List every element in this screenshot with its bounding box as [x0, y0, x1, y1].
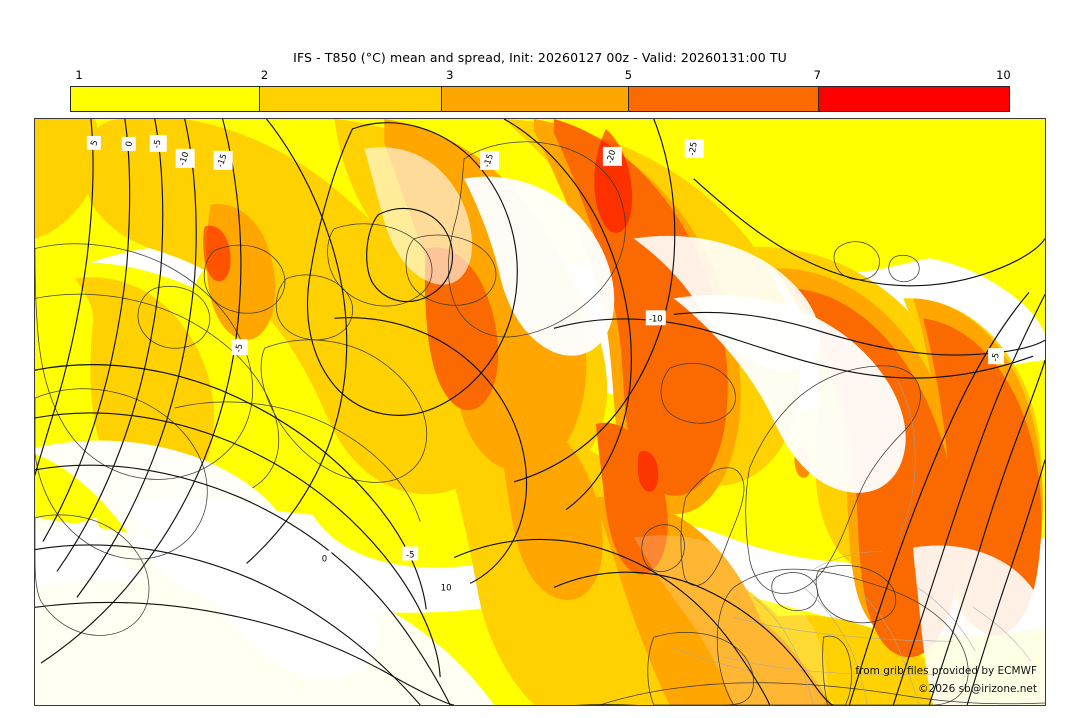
contour-m5-se-a: [892, 294, 1045, 705]
colorbar-tick-7: 7: [813, 68, 821, 82]
colorbar: 1 2 3 5 7 10: [70, 68, 1011, 112]
contour-m15-closed: [306, 122, 518, 416]
svg-text:-20: -20: [604, 149, 617, 165]
attribution-copyright: ©2026 sb@irizone.net: [918, 683, 1037, 695]
contour-label: -15: [213, 150, 233, 170]
contour-10-ridge: [35, 464, 451, 705]
contour-5-trough: [553, 571, 834, 705]
contour-m5-ridge: [334, 317, 528, 584]
colorbar-tick-3: 3: [446, 68, 454, 82]
contour-label: 0: [121, 136, 136, 151]
contour-m10: [76, 119, 197, 598]
contour-label-layer: 5 0 -5 -10 -: [86, 134, 1005, 594]
contour-m5-se-c: [966, 459, 1045, 705]
contour-m5: [56, 119, 164, 572]
colorbar-band-1-2: [71, 87, 261, 111]
contour-label: 10: [437, 579, 456, 594]
attribution-source: from grib files provided by ECMWF: [855, 665, 1037, 677]
map-canvas[interactable]: 5 0 -5 -10 -: [34, 118, 1046, 706]
contour-label: -10: [175, 148, 195, 168]
colorbar-band-2-3: [260, 87, 443, 111]
svg-text:0: 0: [322, 553, 327, 563]
contour-0: [42, 119, 131, 542]
svg-text:-5: -5: [406, 550, 414, 560]
contour-label: -5: [231, 339, 248, 356]
svg-text:-15: -15: [215, 152, 229, 168]
contour-m20-closed: [366, 207, 453, 302]
contour-m5-se-b: [928, 360, 1045, 705]
svg-text:10: 10: [441, 582, 452, 592]
contour-m10-zonal: [673, 311, 1045, 356]
colorbar-tick-5: 5: [624, 68, 633, 82]
coastline-layer: [35, 141, 1045, 705]
colorbar-band-3-5: [442, 87, 630, 111]
contour-label: -5: [402, 546, 419, 561]
contour-0-se: [848, 292, 1030, 705]
contour-label: -5: [988, 348, 1005, 365]
spread-shading-layer: [35, 119, 1045, 705]
contour-label: -10: [645, 310, 666, 326]
contour-m15-a: [40, 119, 242, 664]
contour-5-ridge: [35, 412, 441, 678]
contour-label: -15: [480, 150, 500, 170]
contour-10-ridge-b: [35, 544, 421, 705]
svg-text:-10: -10: [649, 313, 663, 323]
svg-text:-5: -5: [233, 343, 244, 353]
contour-m20: [503, 119, 632, 511]
svg-text:-5: -5: [989, 352, 1000, 362]
colorbar-bands: [70, 86, 1010, 112]
svg-text:0: 0: [123, 140, 134, 147]
contour-m10-wave: [553, 318, 1034, 379]
colorbar-tick-2: 2: [260, 68, 269, 82]
contour-label: -25: [684, 138, 704, 158]
contour-5: [35, 119, 94, 477]
colorbar-band-5-7: [629, 87, 819, 111]
svg-text:-5: -5: [151, 139, 163, 149]
contour-m25: [513, 119, 676, 483]
contour-m25-zonal: [693, 178, 1045, 287]
contour-0-trough: [453, 538, 771, 705]
contour-10-south: [35, 602, 455, 705]
contour-label: -20: [602, 146, 622, 166]
colorbar-tick-1: 1: [75, 68, 83, 82]
contour-label: 5: [86, 135, 101, 150]
svg-text:-10: -10: [177, 150, 191, 166]
page-title: IFS - T850 (°C) mean and spread, Init: 2…: [293, 50, 787, 65]
contour-label: -5: [149, 134, 167, 152]
svg-text:5: 5: [88, 139, 99, 146]
colorbar-tick-10: 10: [996, 68, 1011, 82]
svg-text:-15: -15: [481, 152, 495, 168]
contour-label: 0: [318, 550, 332, 565]
colorbar-tick-labels: 1 2 3 5 7 10: [70, 68, 1010, 84]
contour-m15-b: [246, 119, 348, 564]
map-plot: 5 0 -5 -10 -: [35, 119, 1045, 705]
contour-layer: [35, 119, 1045, 705]
shading-gaps: [35, 147, 1045, 705]
colorbar-band-7-10: [818, 87, 1009, 111]
svg-text:-25: -25: [687, 141, 699, 156]
